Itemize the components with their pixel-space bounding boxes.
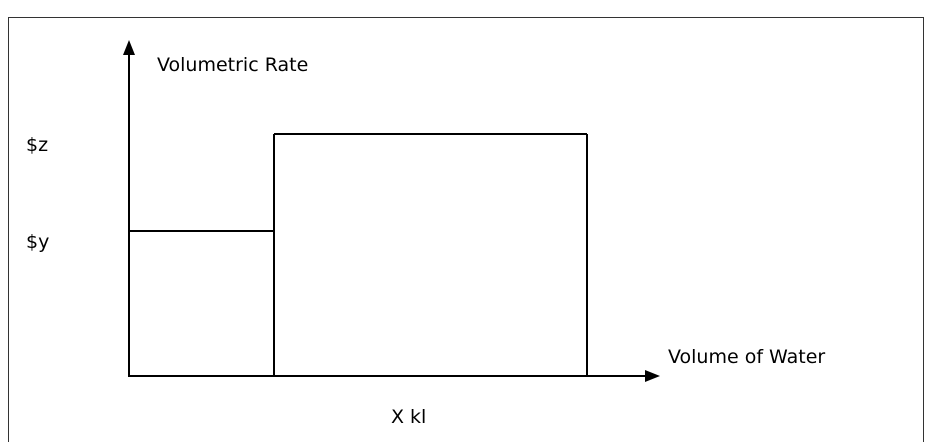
x-axis-label: Volume of Water [668, 346, 825, 368]
y-axis-arrowhead-icon [123, 40, 135, 55]
diagram-frame [8, 17, 924, 442]
y-axis-label: Volumetric Rate [157, 54, 308, 76]
y-tick-label-low: $y [26, 231, 49, 253]
x-tick-label: X kl [391, 406, 426, 428]
y-tick-label-high: $z [26, 134, 48, 156]
x-axis-arrowhead-icon [645, 370, 660, 382]
